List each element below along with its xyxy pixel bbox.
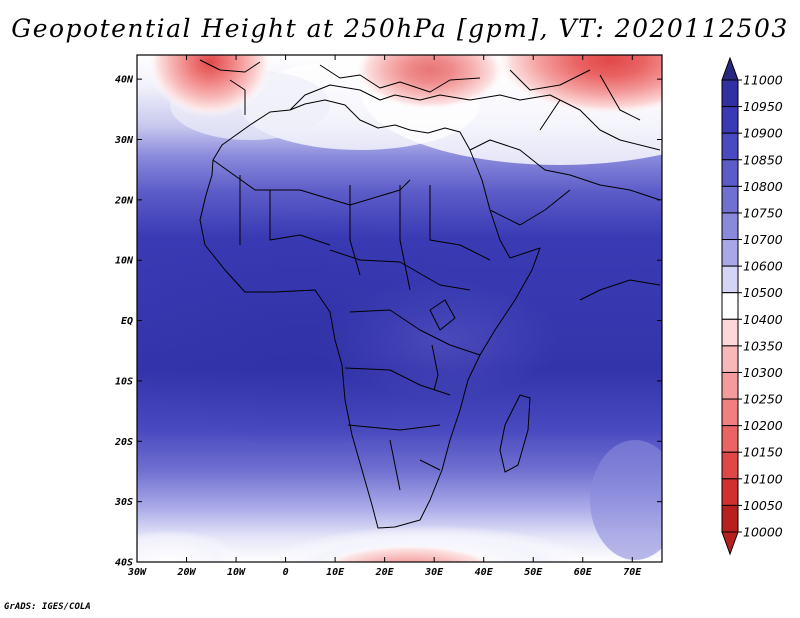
colorbar-label: 10500 [743,285,783,300]
height-field [137,55,662,562]
lon-tick-label: 20W [176,567,196,578]
colorbar-box [721,345,739,373]
colorbar-box [721,371,739,400]
colorbar-bottom-arrow [721,531,739,556]
coastlines [199,59,661,529]
longitude-axis: 30W 20W 10W 0 10E 20E 30E 40E 50E 60E 70E [127,55,642,578]
colorbar-box [721,79,739,108]
colorbar-label: 10350 [743,338,783,353]
colorbar-box [721,504,739,533]
colorbar-label: 10050 [743,498,783,513]
colorbar-box [721,212,739,241]
colorbar-box [721,106,739,134]
map-title: Geopotential Height at 250hPa [gpm], VT:… [11,14,789,43]
colorbar-box [721,398,739,427]
lon-tick-label: 60E [574,567,593,578]
lon-tick-label: 50E [524,567,543,578]
colorbar-box [721,451,739,480]
colorbar-label: 10400 [743,312,783,327]
colorbar-label: 10950 [743,99,783,114]
colorbar-label: 10850 [743,152,783,167]
lat-tick-label: 30N [114,135,134,146]
colorbar-top-arrow [721,56,739,81]
lon-tick-label: 30W [127,567,147,578]
lon-tick-label: 70E [623,567,642,578]
colorbar-label: 10300 [743,365,783,380]
colorbar-box [721,239,739,267]
lat-tick-label: 20S [114,437,133,448]
colorbar-label: 10000 [743,525,783,540]
colorbar-label: 10250 [743,392,783,407]
colorbar-label: 10750 [743,205,783,220]
colorbar-box [721,318,739,347]
lon-tick-label: 10E [326,567,345,578]
colorbar-box [721,265,739,294]
lat-tick-label: 40S [115,558,133,569]
colorbar-label: 10800 [743,179,783,194]
colorbar-box [721,159,739,187]
colorbar-label: 10700 [743,232,783,247]
lon-tick-label: 10W [227,567,246,578]
map-frame [136,54,663,563]
lat-tick-label: 30S [114,497,133,508]
colorbar: 11000 10950 10900 10850 10800 10750 10700 10600… [721,56,783,556]
lon-tick-label: 0 [283,567,289,578]
lat-tick-label: EQ [121,316,133,327]
lon-tick-label: 40E [475,567,494,578]
credit-label: GrADS: IGES/COLA [4,602,91,612]
lat-tick-label: 10S [115,376,133,387]
lon-tick-label: 30E [424,567,444,578]
colorbar-label: 10150 [743,445,783,460]
colorbar-box [721,132,739,161]
lat-tick-label: 10N [115,256,134,267]
colorbar-label: 10200 [743,418,783,433]
lon-tick-label: 20E [375,567,395,578]
colorbar-label: 11000 [743,73,783,88]
colorbar-box [721,425,739,453]
latitude-axis: 40N 30N 20N 10N EQ 10S 20S 30S 40S [114,75,662,569]
colorbar-label: 10100 [743,471,783,486]
colorbar-box [721,185,739,214]
colorbar-label: 10600 [743,259,783,274]
lat-tick-label: 20N [114,195,134,206]
colorbar-box [721,292,739,320]
colorbar-box [721,478,739,506]
lat-tick-label: 40N [115,75,134,86]
colorbar-label: 10900 [743,126,783,141]
